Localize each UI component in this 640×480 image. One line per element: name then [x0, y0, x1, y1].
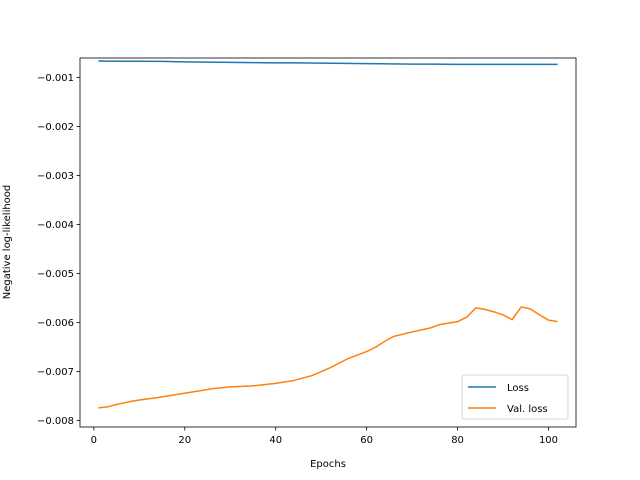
legend-label-1: Val. loss	[507, 404, 548, 415]
y-tick-label: −0.008	[37, 416, 74, 427]
y-tick-label: −0.001	[37, 73, 74, 84]
x-tick-label: 60	[360, 435, 373, 446]
series-line-0	[98, 60, 558, 66]
x-tick-label: 40	[269, 435, 282, 446]
y-tick-label: −0.007	[37, 367, 74, 378]
plot-area	[98, 60, 558, 409]
y-tick-label: −0.004	[37, 220, 74, 231]
legend-label-0: Loss	[507, 383, 529, 394]
legend: Loss Val. loss	[461, 374, 569, 420]
x-axis-label: Epochs	[310, 459, 346, 470]
x-tick-label: 0	[91, 435, 97, 446]
x-tick-label: 20	[178, 435, 191, 446]
x-tick-label: 80	[451, 435, 464, 446]
axes: 0 20 40 60 80 100 −0.001 −0.002 −0.003 −0.004 −0.0…	[37, 57, 577, 446]
y-tick-label: −0.002	[37, 122, 74, 133]
x-tick-label: 100	[539, 435, 558, 446]
series-line-1	[98, 306, 558, 409]
y-tick-label: −0.003	[37, 171, 74, 182]
y-tick-label: −0.005	[37, 269, 74, 280]
y-axis-label: Negative log-likelihood	[2, 185, 13, 300]
axes-frame	[79, 57, 577, 428]
y-tick-label: −0.006	[37, 318, 74, 329]
